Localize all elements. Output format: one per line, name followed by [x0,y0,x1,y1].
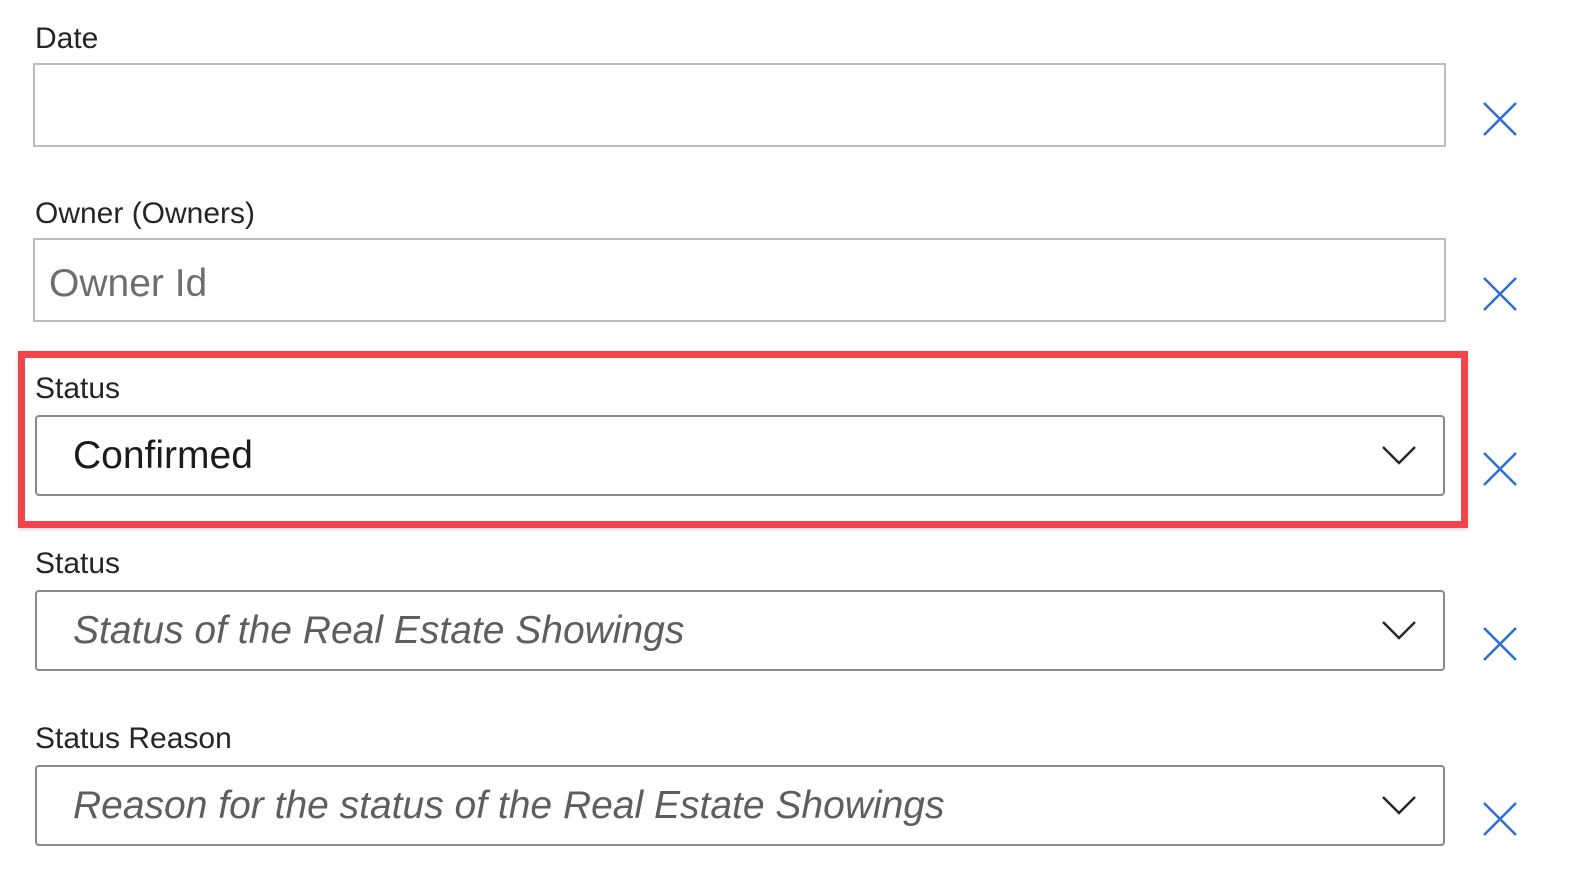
status-label-2: Status [35,547,121,580]
status-selected-value: Confirmed [73,434,253,477]
close-icon [1483,627,1517,661]
clear-owner-button[interactable] [1480,274,1520,314]
clear-status-2-button[interactable] [1480,624,1520,664]
close-icon [1483,802,1517,836]
status-label: Status [35,372,121,405]
status-reason-label: Status Reason [35,722,232,755]
status-select[interactable]: Confirmed [35,415,1445,496]
date-label: Date [35,22,99,55]
status-select-2[interactable]: Status of the Real Estate Showings [35,590,1445,671]
date-field[interactable] [33,63,1446,147]
clear-status-reason-button[interactable] [1480,799,1520,839]
owner-placeholder: Owner Id [49,262,208,305]
close-icon [1483,277,1517,311]
close-icon [1483,102,1517,136]
clear-date-button[interactable] [1480,99,1520,139]
status-reason-select[interactable]: Reason for the status of the Real Estate… [35,765,1445,846]
chevron-down-icon [1382,621,1416,640]
clear-status-button[interactable] [1480,449,1520,489]
close-icon [1483,452,1517,486]
status-reason-placeholder: Reason for the status of the Real Estate… [73,784,945,827]
owner-field[interactable]: Owner Id [33,238,1446,322]
chevron-down-icon [1382,446,1416,465]
status-placeholder: Status of the Real Estate Showings [73,609,685,652]
chevron-down-icon [1382,796,1416,815]
owner-label: Owner (Owners) [35,197,256,230]
